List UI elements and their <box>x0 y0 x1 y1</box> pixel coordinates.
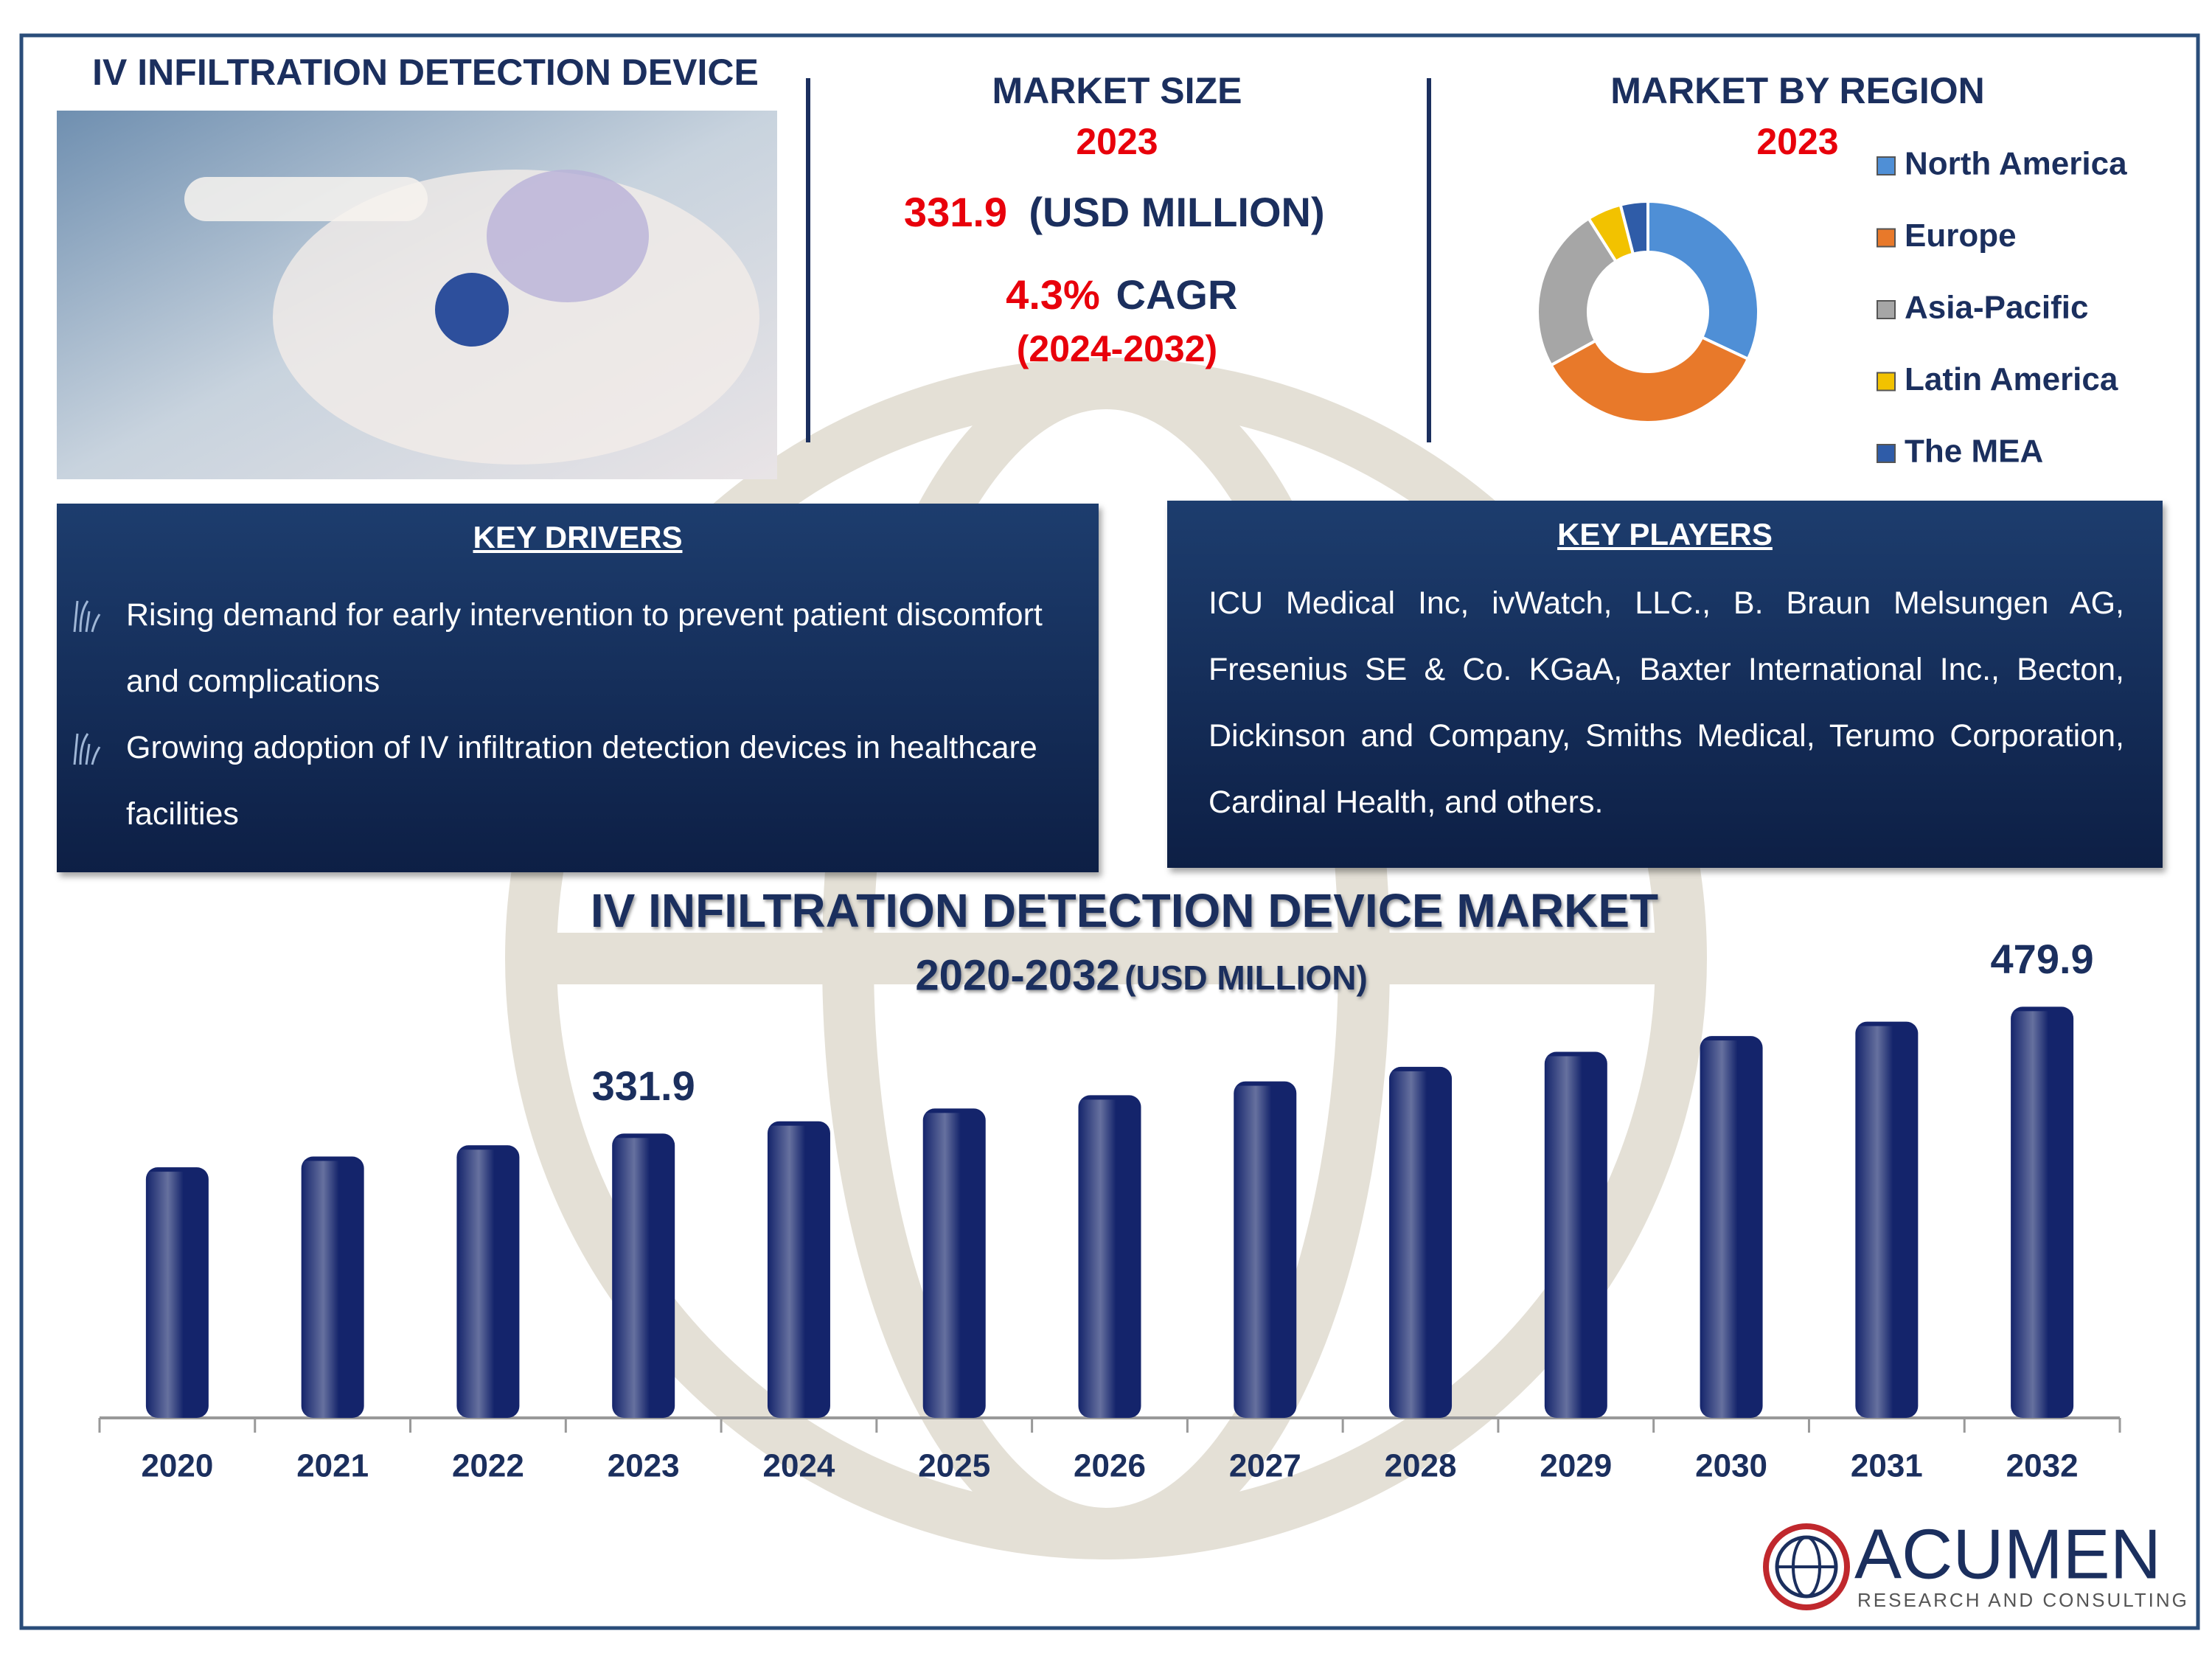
bar-chart-unit: (USD MILLION) <box>1124 959 1368 997</box>
bar-highlight <box>767 1125 830 1418</box>
logo-tagline: RESEARCH AND CONSULTING <box>1857 1589 2189 1611</box>
key-drivers-list: Rising demand for early intervention to … <box>57 564 1099 847</box>
logo: ACUMEN RESEARCH AND CONSULTING <box>1763 1514 2189 1611</box>
market-size-year: 2023 <box>1076 121 1158 162</box>
x-tick-label: 2030 <box>1695 1448 1767 1484</box>
driver-text: Rising demand for early intervention to … <box>126 597 1043 699</box>
key-players-box: KEY PLAYERS ICU Medical Inc, ivWatch, LL… <box>1167 501 2163 868</box>
bar-highlight <box>145 1172 209 1418</box>
pie-slice <box>1618 199 1649 256</box>
bullet-icon <box>73 733 101 765</box>
bar-highlight <box>612 1138 675 1418</box>
cagr-period: (2024-2032) <box>1017 328 1217 369</box>
bar-highlight <box>2011 1011 2074 1418</box>
legend-label: Latin America <box>1905 361 2118 397</box>
bar-highlight <box>1389 1071 1453 1418</box>
driver-item: Growing adoption of IV infiltration dete… <box>57 714 1099 847</box>
market-size-value: 331.9 <box>904 189 1007 235</box>
bar-highlight <box>1855 1026 1919 1418</box>
legend-label: Europe <box>1905 218 2017 254</box>
logo-name: ACUMEN <box>1854 1514 2161 1593</box>
x-tick-label: 2021 <box>296 1448 369 1484</box>
legend-label: The MEA <box>1905 434 2043 470</box>
key-drivers-title: KEY DRIVERS <box>473 520 683 554</box>
bar-highlight <box>1544 1056 1607 1418</box>
x-tick-label: 2020 <box>141 1448 213 1484</box>
legend-swatch <box>1877 300 1896 319</box>
market-size-title: MARKET SIZE <box>992 70 1242 111</box>
key-players-title: KEY PLAYERS <box>1557 517 1773 552</box>
bar-highlight <box>456 1150 520 1418</box>
x-tick-label: 2031 <box>1851 1448 1923 1484</box>
region-year: 2023 <box>1756 121 1838 162</box>
bar-highlight <box>1700 1040 1763 1418</box>
region-title: MARKET BY REGION <box>1610 70 1984 111</box>
bar-highlight <box>301 1161 364 1418</box>
x-tick-label: 2026 <box>1074 1448 1146 1484</box>
value-label: 479.9 <box>1991 936 2094 982</box>
legend-label: Asia-Pacific <box>1905 290 2088 326</box>
bullet-icon <box>73 600 101 633</box>
x-tick-label: 2025 <box>918 1448 990 1484</box>
x-tick-label: 2022 <box>452 1448 524 1484</box>
device-photo <box>57 111 777 479</box>
legend-swatch <box>1877 156 1896 175</box>
watermark <box>505 358 1707 1559</box>
x-tick-label: 2024 <box>763 1448 835 1484</box>
driver-text: Growing adoption of IV infiltration dete… <box>126 730 1037 832</box>
pie-slice <box>1646 199 1760 361</box>
legend-label: North America <box>1905 146 2127 182</box>
driver-item: Rising demand for early intervention to … <box>57 582 1099 714</box>
x-tick-label: 2023 <box>608 1448 680 1484</box>
legend-swatch <box>1877 228 1896 248</box>
frame <box>19 33 2200 1630</box>
pie-slice <box>1536 216 1618 367</box>
legend-swatch <box>1877 372 1896 392</box>
pie-slice <box>1548 335 1750 424</box>
cagr-label: CAGR <box>1116 271 1238 318</box>
key-drivers-box: KEY DRIVERS Rising demand for early inte… <box>57 504 1099 872</box>
header-title: IV INFILTRATION DETECTION DEVICE <box>92 52 759 93</box>
x-tick-label: 2029 <box>1540 1448 1612 1484</box>
bar-chart-title: IV INFILTRATION DETECTION DEVICE MARKET <box>591 884 1658 937</box>
bar-highlight <box>922 1113 986 1418</box>
value-label: 331.9 <box>592 1062 695 1109</box>
key-players-text: ICU Medical Inc, ivWatch, LLC., B. Braun… <box>1208 585 2124 820</box>
cagr-value: 4.3% <box>1006 271 1100 318</box>
x-tick-label: 2028 <box>1385 1448 1457 1484</box>
x-tick-label: 2027 <box>1229 1448 1301 1484</box>
legend-swatch <box>1877 444 1896 463</box>
x-tick-label: 2032 <box>2006 1448 2079 1484</box>
market-size-unit: (USD MILLION) <box>1029 189 1324 235</box>
bar-highlight <box>1234 1085 1297 1418</box>
bar-highlight <box>1078 1099 1141 1418</box>
bar-chart-subtitle: 2020-2032 <box>915 951 1119 999</box>
